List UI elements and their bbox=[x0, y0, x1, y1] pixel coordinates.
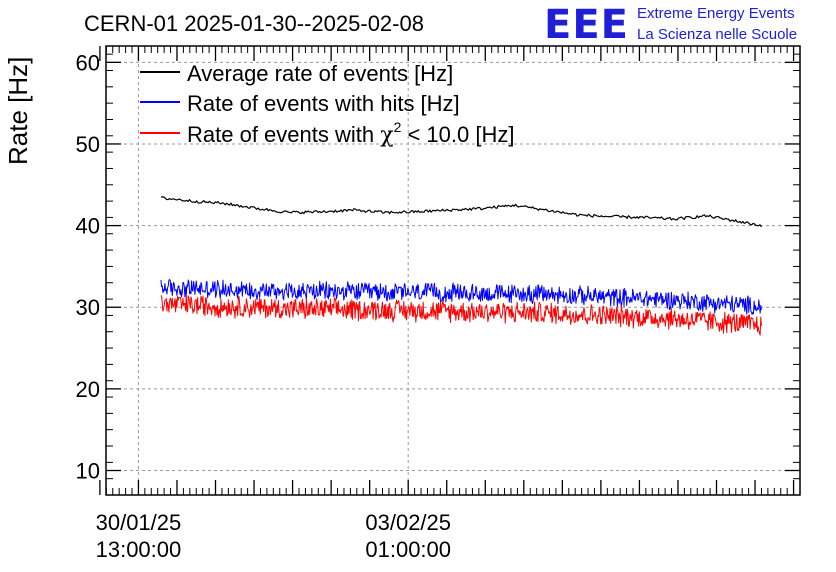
legend: Average rate of events [Hz] Rate of event… bbox=[140, 61, 514, 148]
y-tick-label: 20 bbox=[76, 377, 100, 402]
legend-label-1: Rate of events with hits [Hz] bbox=[187, 91, 460, 116]
y-tick-label: 60 bbox=[76, 50, 100, 75]
y-tick-label: 50 bbox=[76, 132, 100, 157]
series-layer bbox=[160, 196, 762, 336]
y-axis-label: Rate [Hz] bbox=[3, 57, 33, 165]
chart-title: CERN-01 2025-01-30--2025-02-08 bbox=[84, 11, 424, 36]
logo-mark: EEE bbox=[544, 2, 629, 48]
legend-label-2: Rate of events with χ2 < 10.0 [Hz] bbox=[187, 119, 514, 148]
y-tick-label: 10 bbox=[76, 459, 100, 484]
series-line-0 bbox=[160, 196, 762, 228]
x-tick-label-time: 01:00:00 bbox=[365, 537, 451, 562]
logo-line-2: La Scienza nelle Scuole bbox=[637, 26, 797, 43]
legend-label-0: Average rate of events [Hz] bbox=[187, 61, 453, 86]
x-tick-label-date: 30/01/25 bbox=[96, 510, 182, 535]
y-tick-label: 30 bbox=[76, 295, 100, 320]
x-tick-label-time: 13:00:00 bbox=[96, 537, 182, 562]
logo-line-1: Extreme Energy Events bbox=[637, 5, 795, 22]
series-line-2 bbox=[160, 293, 762, 336]
x-tick-label-date: 03/02/25 bbox=[365, 510, 451, 535]
grid bbox=[106, 46, 800, 495]
eee-logo: EEE Extreme Energy Events La Scienza nel… bbox=[544, 2, 797, 48]
series-line-1 bbox=[160, 279, 762, 315]
y-tick-label: 40 bbox=[76, 214, 100, 239]
